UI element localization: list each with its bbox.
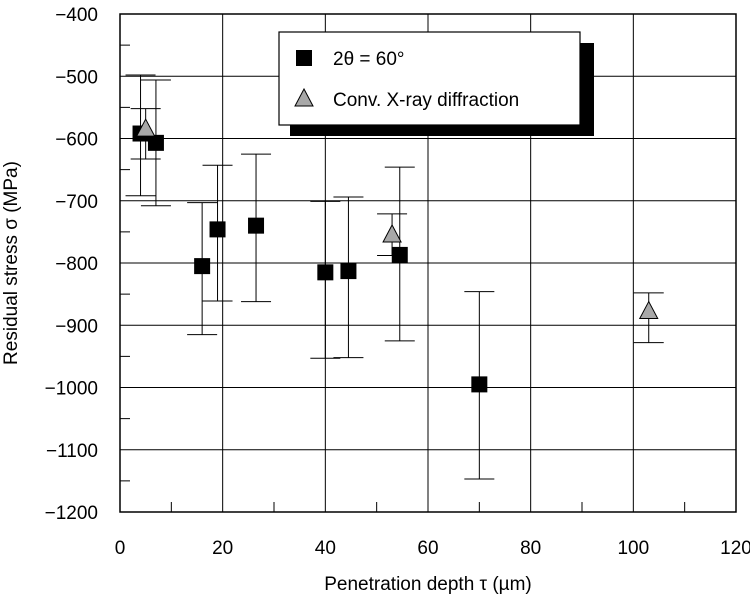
legend-label-series-1: 2θ = 60° xyxy=(333,49,405,70)
x-axis-title: Penetration depth τ (µm) xyxy=(324,574,532,595)
y-tick-label: −500 xyxy=(55,67,98,88)
plot-frame xyxy=(119,13,737,513)
data-point-square xyxy=(317,264,334,281)
legend: 2θ = 60° Conv. X-ray diffraction xyxy=(278,31,594,136)
data-point-triangle xyxy=(135,118,156,137)
data-point-square xyxy=(194,258,211,275)
data-point-triangle xyxy=(382,223,402,243)
data-point-square xyxy=(209,221,226,238)
y-tick-label: −1100 xyxy=(46,441,98,462)
y-tick-label: −1000 xyxy=(45,379,98,400)
y-tick-label: −600 xyxy=(55,130,98,151)
x-tick-label: 0 xyxy=(115,538,126,559)
y-axis-title: Residual stress σ (MPa) xyxy=(1,161,22,365)
y-tick-label: −400 xyxy=(55,5,98,26)
y-tick-label: −1200 xyxy=(45,503,98,524)
x-tick-label: 20 xyxy=(212,538,233,559)
data-point-square xyxy=(391,246,408,263)
legend-marker-square xyxy=(296,50,312,66)
x-tick-label: 60 xyxy=(417,538,438,559)
y-tick-label: −900 xyxy=(55,316,98,337)
y-tick-label: −700 xyxy=(55,192,98,213)
data-point-square xyxy=(147,134,164,151)
data-point-square xyxy=(248,217,265,234)
x-tick-label: 80 xyxy=(520,538,541,559)
x-tick-label: 120 xyxy=(720,538,750,559)
legend-marker-triangle xyxy=(294,87,314,107)
data-point-triangle xyxy=(638,300,659,320)
data-point-square xyxy=(340,263,357,280)
legend-box xyxy=(278,31,581,126)
legend-label-series-2: Conv. X-ray diffraction xyxy=(333,90,519,111)
axis-ticks: 0 20 40 60 80 100 120 −400 −500 −600 −700 −800 −900 −… xyxy=(45,5,750,559)
data-point-square xyxy=(471,376,488,393)
x-tick-label: 100 xyxy=(617,538,649,559)
data-markers xyxy=(132,118,659,393)
y-tick-label: −800 xyxy=(55,254,98,275)
x-tick-label: 40 xyxy=(315,538,336,559)
